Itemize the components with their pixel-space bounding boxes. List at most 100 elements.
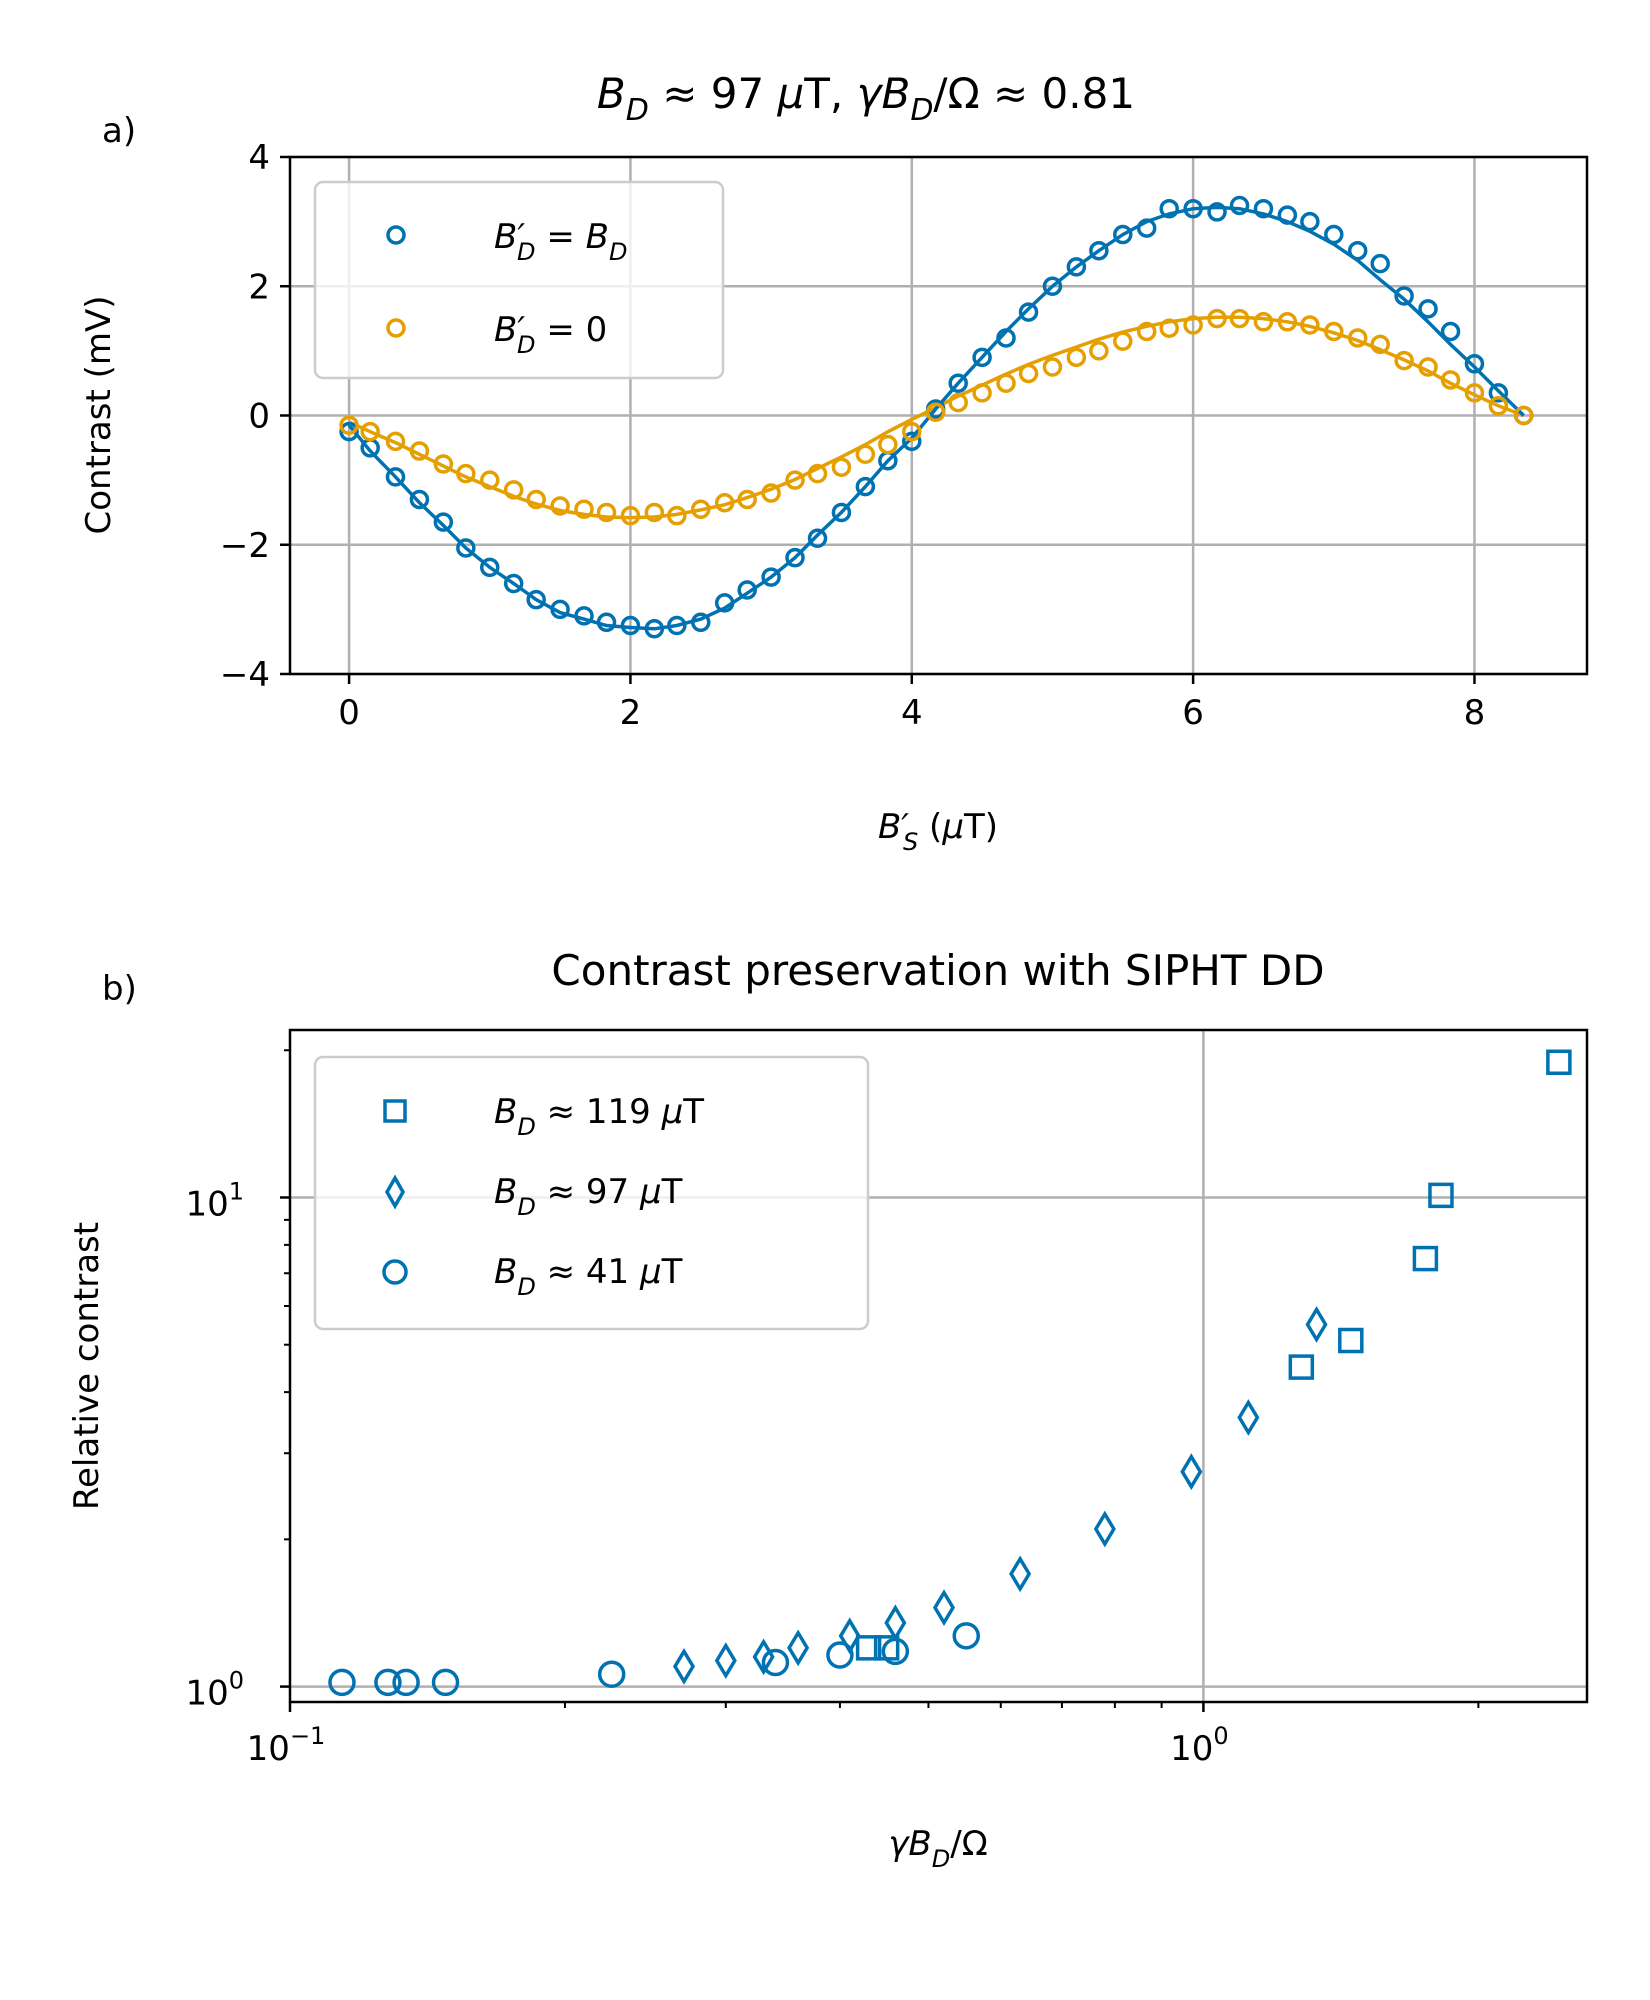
a-point-orange bbox=[925, 402, 946, 423]
panel-b-legend-frame bbox=[313, 1055, 870, 1331]
a-point-orange bbox=[456, 463, 476, 484]
b-point-square bbox=[855, 1635, 882, 1661]
panel-a-xlabel: B′S (μT) bbox=[878, 807, 998, 856]
b-point-circle bbox=[392, 1668, 420, 1697]
a-point-orange bbox=[831, 457, 852, 477]
a-point-orange bbox=[737, 489, 757, 510]
panel-b-title: Contrast preservation with SIPHT DD bbox=[551, 946, 1324, 995]
legend-b-square-marker bbox=[383, 1099, 407, 1123]
b-point-diamond bbox=[1237, 1399, 1260, 1436]
a-point-orange bbox=[409, 441, 430, 461]
b-point-circle bbox=[431, 1668, 460, 1697]
a-point-orange bbox=[878, 434, 898, 455]
a-ytick-label: −2 bbox=[220, 526, 270, 566]
a-xtick-label: 6 bbox=[1182, 693, 1204, 733]
legend-a-entry-1: B′D = BD bbox=[494, 217, 627, 266]
panel-b-points bbox=[328, 1049, 1572, 1697]
b-point-square bbox=[1412, 1245, 1439, 1272]
a-point-blue bbox=[1089, 240, 1109, 261]
a-point-orange bbox=[1488, 396, 1509, 416]
a-ytick-label: 4 bbox=[248, 138, 270, 178]
panel-a-ticks: 0 2 4 6 8 −4 −2 0 2 4 bbox=[220, 138, 1485, 733]
a-point-blue bbox=[667, 615, 687, 636]
a-point-orange bbox=[339, 415, 359, 435]
a-point-orange bbox=[1347, 328, 1368, 348]
legend-b-diamond-marker bbox=[384, 1174, 406, 1210]
a-point-blue bbox=[1300, 211, 1320, 232]
a-point-blue bbox=[596, 612, 617, 633]
panel-b-ylabel: Relative contrast bbox=[67, 1222, 107, 1510]
b-point-circle bbox=[597, 1660, 626, 1688]
a-point-blue bbox=[1183, 198, 1203, 219]
b-point-diamond bbox=[787, 1629, 810, 1667]
a-point-orange bbox=[785, 470, 805, 490]
a-point-blue bbox=[456, 538, 476, 558]
a-point-blue bbox=[1464, 354, 1485, 374]
panel-b-label: b) bbox=[102, 969, 137, 1009]
a-point-blue bbox=[831, 502, 852, 523]
a-point-blue bbox=[996, 328, 1016, 348]
a-point-blue bbox=[1370, 253, 1390, 274]
a-point-orange bbox=[1136, 321, 1157, 342]
panel-a-ylabel: Contrast (mV) bbox=[79, 296, 119, 535]
a-point-orange bbox=[1513, 405, 1534, 426]
a-point-blue bbox=[761, 567, 781, 587]
a-point-blue bbox=[1113, 224, 1133, 245]
panel-b-xlabel: γBD/Ω bbox=[888, 1824, 987, 1873]
b-point-circle bbox=[881, 1637, 910, 1666]
legend-b-entry-2: BD ≈ 97 μT bbox=[494, 1172, 683, 1221]
a-point-orange bbox=[1277, 312, 1298, 332]
b-point-circle bbox=[761, 1648, 790, 1677]
a-point-orange bbox=[1394, 350, 1414, 371]
a-point-blue bbox=[339, 421, 359, 442]
a-point-orange bbox=[1113, 331, 1133, 351]
a-ytick-label: −4 bbox=[220, 655, 270, 695]
a-point-orange bbox=[433, 454, 454, 474]
a-point-orange bbox=[691, 499, 711, 519]
a-point-blue bbox=[1347, 240, 1368, 261]
a-point-orange bbox=[1066, 347, 1087, 368]
a-point-blue bbox=[1229, 195, 1250, 216]
a-xtick-label: 0 bbox=[338, 693, 360, 733]
legend-b-circle-marker bbox=[382, 1259, 408, 1285]
a-point-blue bbox=[433, 512, 454, 532]
panel-b-legend: BD ≈ 119 μT BD ≈ 97 μT BD ≈ 41 μT bbox=[313, 1055, 870, 1331]
b-point-square bbox=[1288, 1354, 1315, 1380]
a-point-blue bbox=[480, 557, 500, 578]
a-point-blue bbox=[714, 593, 735, 613]
b-xtick-label: 10−1 bbox=[247, 1722, 326, 1769]
a-point-blue bbox=[972, 347, 992, 368]
a-point-blue bbox=[1488, 383, 1509, 403]
a-point-blue bbox=[526, 589, 546, 610]
a-point-blue bbox=[1018, 302, 1039, 322]
b-point-diamond bbox=[1009, 1555, 1032, 1593]
a-point-orange bbox=[480, 470, 500, 490]
panel-a-legend: B′D = BD B′D = 0 bbox=[313, 180, 725, 380]
b-point-square bbox=[1428, 1182, 1454, 1209]
a-xtick-label: 8 bbox=[1464, 693, 1486, 733]
b-point-square bbox=[1546, 1049, 1572, 1076]
a-xtick-label: 2 bbox=[620, 693, 642, 733]
a-point-blue bbox=[1159, 198, 1179, 219]
legend-b-entry-1: BD ≈ 119 μT bbox=[494, 1092, 704, 1141]
a-point-orange bbox=[996, 373, 1016, 393]
a-point-orange bbox=[526, 489, 546, 510]
b-point-diamond bbox=[672, 1647, 696, 1685]
a-point-orange bbox=[503, 480, 524, 500]
a-point-blue bbox=[1136, 218, 1157, 238]
b-point-circle bbox=[952, 1622, 981, 1650]
a-point-orange bbox=[574, 499, 594, 519]
a-xtick-label: 4 bbox=[901, 693, 923, 733]
legend-b-entry-3: BD ≈ 41 μT bbox=[494, 1252, 683, 1301]
b-ytick-label: 101 bbox=[185, 1177, 244, 1224]
b-point-diamond bbox=[932, 1589, 956, 1627]
a-point-blue bbox=[737, 580, 757, 600]
a-point-orange bbox=[1370, 334, 1390, 355]
b-point-diamond bbox=[714, 1642, 737, 1680]
a-point-orange bbox=[385, 431, 406, 452]
a-point-blue bbox=[1207, 202, 1227, 222]
a-point-blue bbox=[691, 612, 711, 633]
a-point-orange bbox=[1253, 312, 1274, 332]
a-point-blue bbox=[409, 489, 430, 510]
